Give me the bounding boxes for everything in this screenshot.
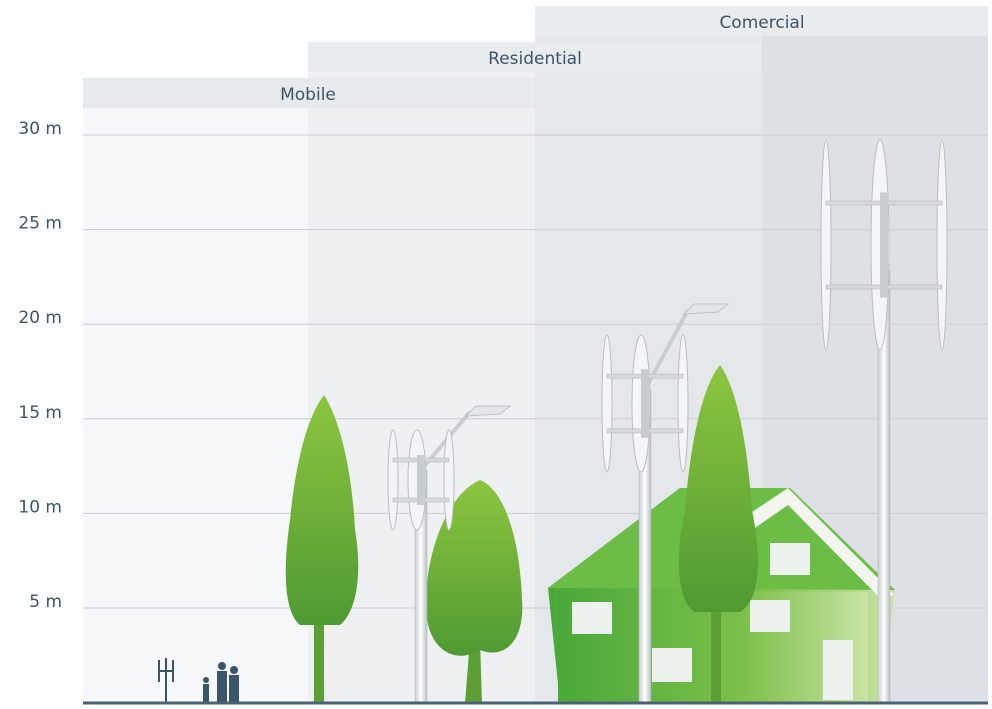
scale-label: 20 m (18, 308, 62, 328)
turbine (601, 303, 730, 704)
blade (387, 429, 399, 531)
scale-label: 15 m (18, 403, 62, 423)
blade (677, 334, 689, 473)
header-commercial (535, 6, 988, 36)
tree (678, 365, 758, 703)
header-residential (308, 42, 762, 72)
band-mobile (83, 108, 308, 703)
turbines (387, 139, 948, 704)
scale-label: 25 m (18, 214, 62, 234)
segment-label: Residential (488, 49, 582, 69)
blade (936, 139, 948, 351)
header-mobile (83, 78, 535, 108)
lamp (682, 303, 730, 315)
blade (443, 429, 455, 531)
hub (641, 369, 649, 438)
blade (601, 334, 613, 473)
scale-label: 30 m (18, 119, 62, 139)
hub (880, 192, 888, 298)
scale-label: 10 m (18, 497, 62, 517)
turbine (387, 405, 512, 704)
segment-label: Comercial (719, 13, 804, 33)
turbine (820, 139, 948, 704)
lamp (464, 405, 512, 417)
scale-label: 5 m (29, 592, 62, 612)
people (158, 658, 239, 703)
tree (285, 395, 359, 703)
hub (417, 455, 425, 505)
segment-label: Mobile (280, 85, 336, 105)
grid (83, 134, 988, 609)
blade (820, 139, 832, 351)
